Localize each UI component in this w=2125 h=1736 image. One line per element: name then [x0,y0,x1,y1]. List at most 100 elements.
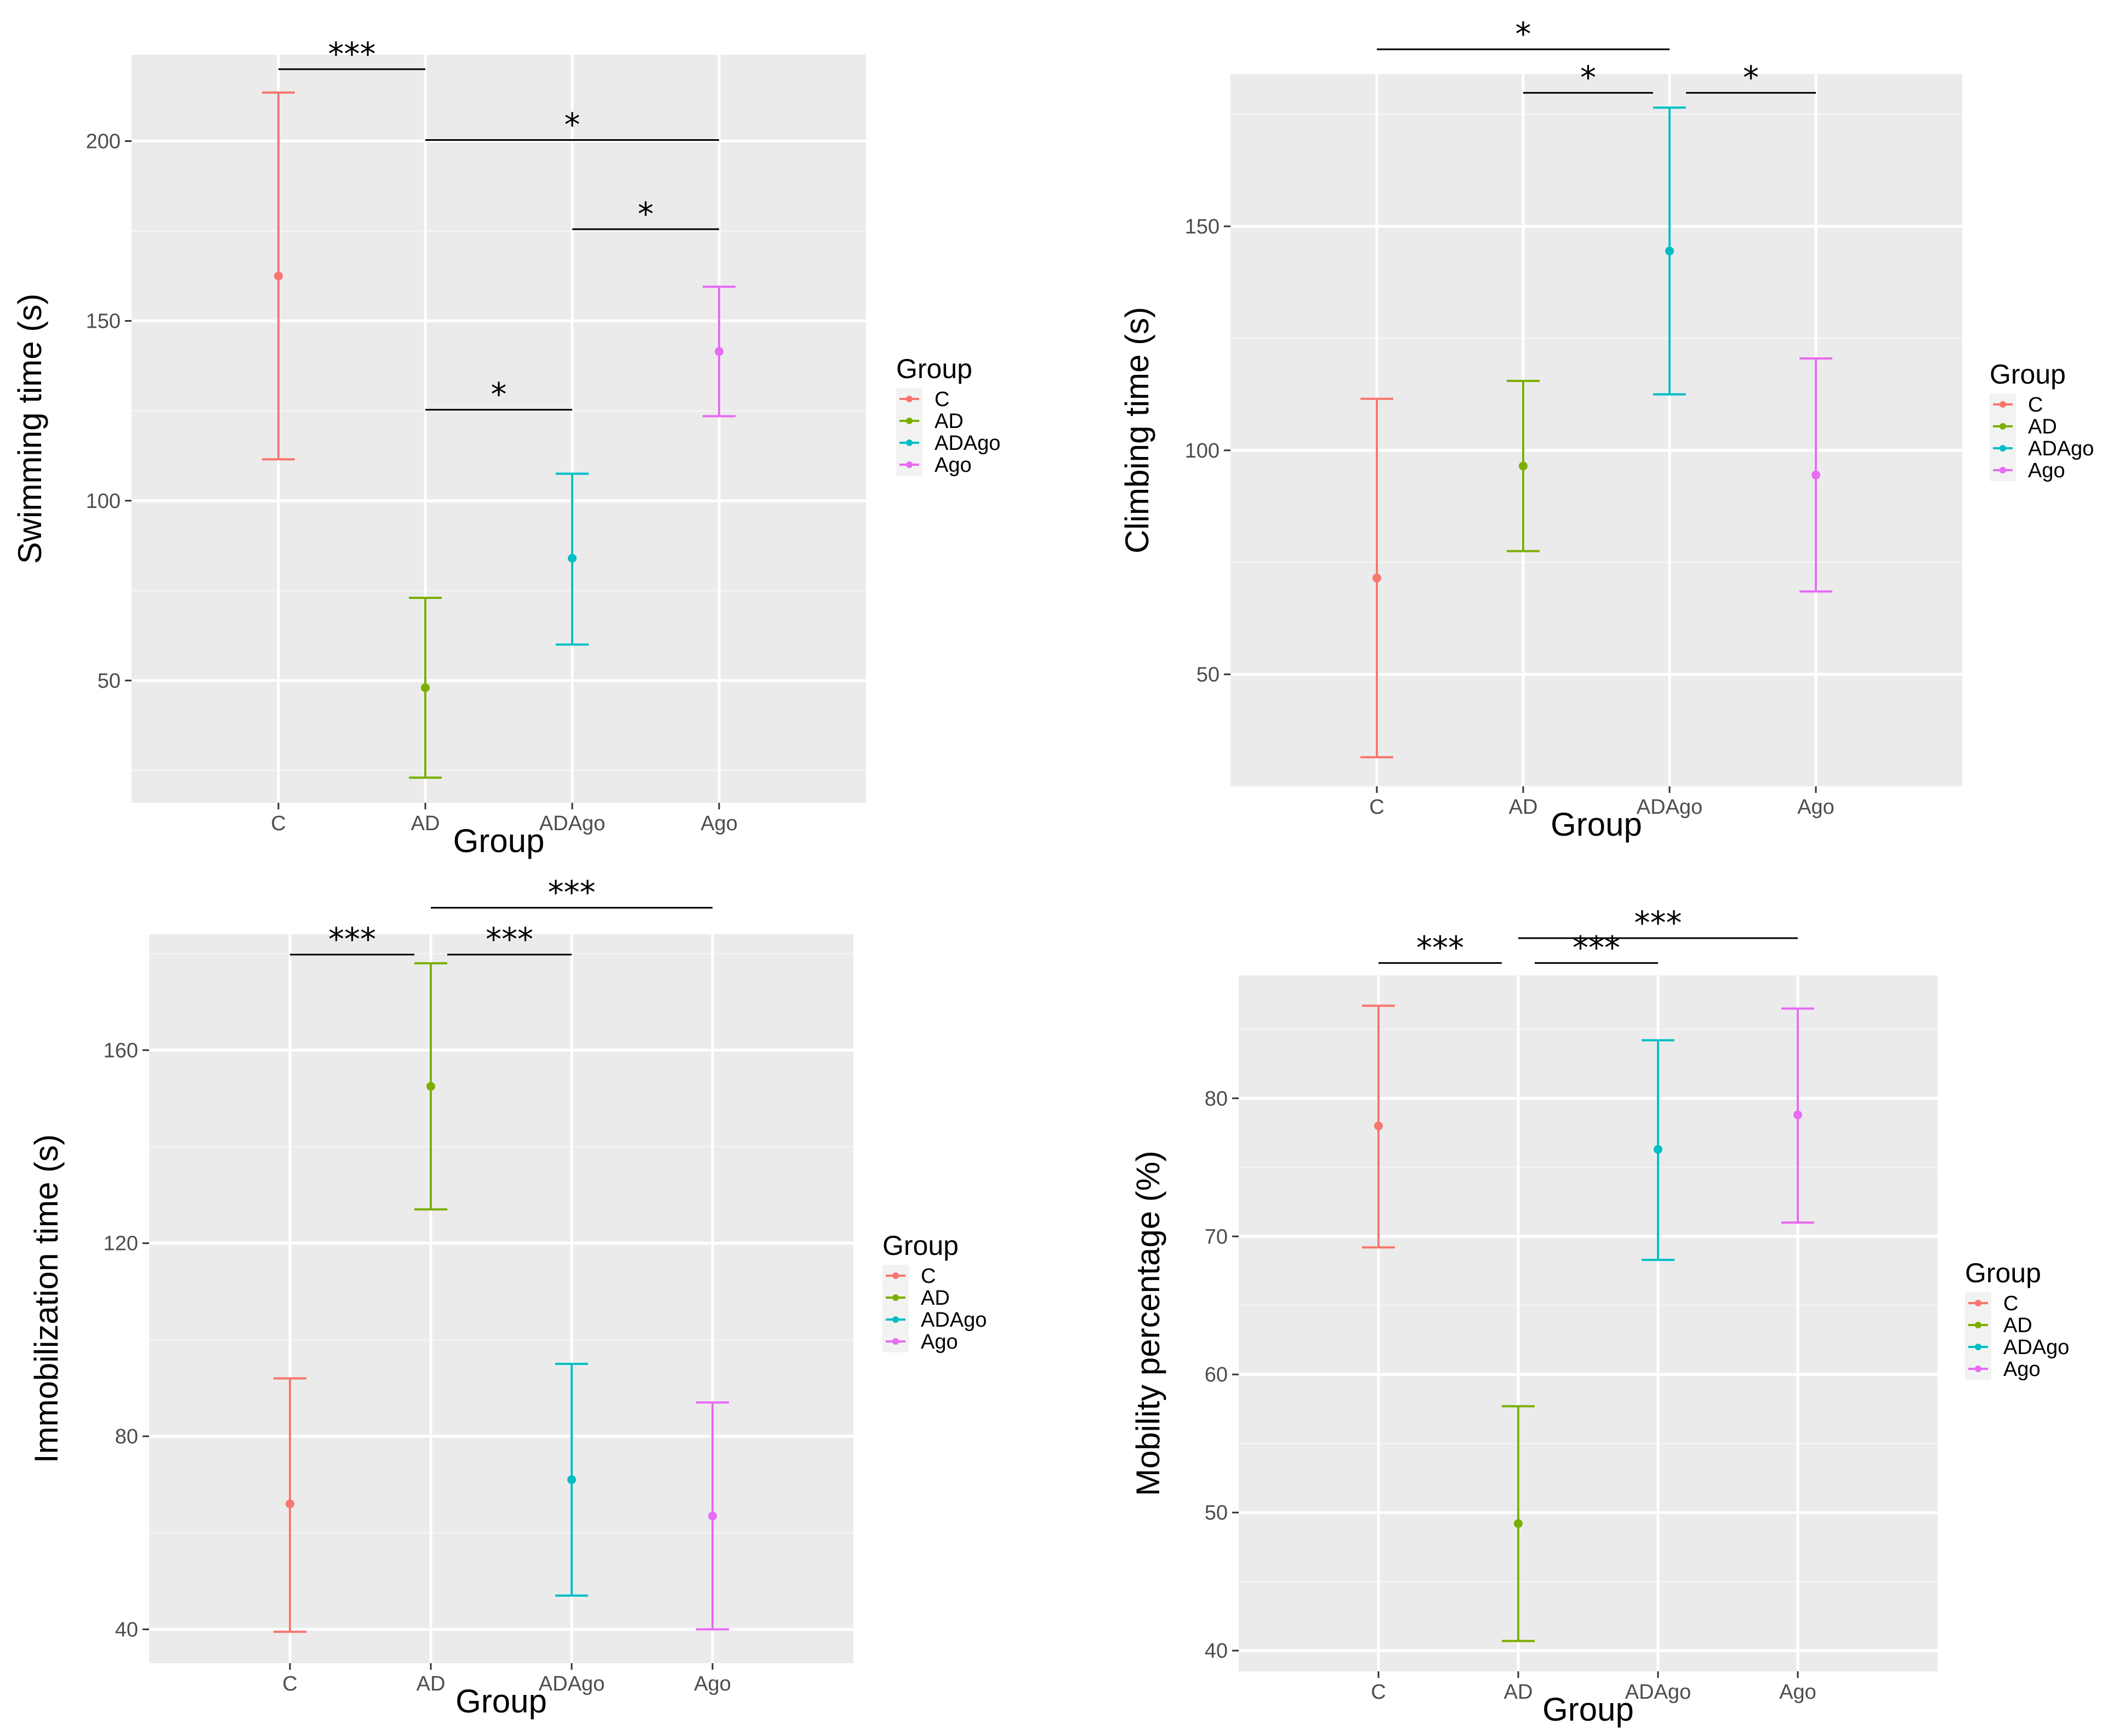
legend-item: C [899,388,949,411]
y-tick-label: 120 [104,1232,138,1255]
x-tick-label: C [282,1672,297,1695]
mean-point-ad [1514,1519,1523,1528]
legend-item: ADAgo [1993,437,2094,460]
y-tick-label: 150 [1185,215,1220,238]
legend-item: Ago [1968,1358,2041,1381]
legend-key-point [1999,423,2006,430]
mean-point-ad [426,1082,435,1091]
legend-item: ADAgo [886,1309,987,1332]
x-tick-label: Ago [1797,796,1835,819]
legend-label: Ago [2028,459,2065,482]
x-tick-label: C [1369,796,1384,819]
x-tick-label: C [1371,1681,1386,1704]
y-tick-label: 100 [86,490,121,513]
legend-key-point [1975,1300,1981,1306]
mean-point-c [286,1499,294,1509]
legend-key-background [1965,1292,1991,1380]
mean-point-adago [568,553,577,563]
y-tick-label: 80 [1205,1087,1228,1110]
legend-key-point [1999,445,2006,452]
legend-label: C [935,388,949,411]
legend-label: ADAgo [2028,437,2094,460]
y-tick-label: 40 [1205,1640,1228,1663]
legend-key-point [1975,1322,1981,1328]
legend-item: AD [1993,415,2057,438]
x-tick-label: AD [1504,1681,1533,1704]
legend-item: AD [899,410,964,433]
legend-item: Ago [899,454,972,477]
x-tick-label: ADAgo [539,812,605,835]
legend-item: C [886,1265,936,1288]
legend-key-point [1975,1366,1981,1372]
significance-label: *** [1416,929,1464,966]
legend-label: Ago [935,454,972,477]
legend-title: Group [882,1230,959,1261]
legend-item: ADAgo [1968,1336,2069,1359]
legend-key-background [1990,393,2016,481]
mean-point-c [1372,573,1381,583]
legend-key-point [892,1272,899,1279]
significance-label: * [638,195,654,232]
y-tick-label: 50 [1205,1501,1228,1524]
significance-label: *** [328,35,376,72]
legend-item: Ago [1993,459,2065,482]
plot-panel [1239,975,1938,1671]
x-tick-label: Ago [1779,1681,1816,1704]
mean-point-adago [567,1475,576,1484]
significance-label: * [1743,59,1759,96]
y-tick-label: 50 [1197,664,1220,687]
legend-label: AD [2003,1314,2032,1337]
legend-label: ADAgo [921,1309,987,1332]
plot-panel [132,55,866,803]
x-axis-title: Group [453,823,545,859]
y-tick-label: 50 [98,670,121,693]
legend-key-point [892,1338,899,1345]
y-tick-label: 150 [86,310,121,333]
y-axis-title: Climbing time (s) [1119,307,1155,553]
y-tick-label: 200 [86,130,121,153]
legend-title: Group [896,353,972,384]
mean-point-adago [1654,1145,1662,1154]
y-tick-label: 40 [115,1618,138,1641]
y-tick-label: 70 [1205,1225,1228,1248]
y-tick-label: 100 [1185,439,1220,462]
legend-key-background [896,388,922,476]
legend-title: Group [1990,359,2066,390]
significance-label: * [1516,15,1531,53]
legend-label: AD [935,410,964,433]
x-tick-label: AD [1509,796,1538,819]
x-tick-label: ADAgo [539,1672,605,1695]
legend-item: ADAgo [899,432,1000,455]
x-tick-label: AD [411,812,440,835]
y-tick-label: 160 [104,1039,138,1062]
legend-key-point [1999,467,2006,473]
legend-label: ADAgo [935,432,1000,455]
x-axis-title: Group [1542,1691,1634,1728]
significance-label: * [491,376,507,413]
significance-label: *** [1573,929,1620,966]
mean-point-ago [1811,470,1820,479]
legend-title: Group [1965,1258,2041,1288]
mean-point-ago [1793,1110,1802,1120]
y-tick-label: 60 [1205,1363,1228,1386]
legend-label: AD [2028,415,2057,438]
legend-label: C [2028,393,2043,416]
legend-label: ADAgo [2003,1336,2069,1359]
y-axis-title: Swimming time (s) [12,294,48,564]
y-axis-title: Immobilization time (s) [28,1134,65,1463]
x-axis-title: Group [455,1683,547,1720]
x-tick-label: ADAgo [1637,796,1702,819]
significance-label: * [565,106,580,144]
legend-key-background [882,1265,909,1352]
mean-point-c [274,271,283,281]
mean-point-c [1374,1121,1383,1130]
legend-item: C [1993,393,2043,416]
